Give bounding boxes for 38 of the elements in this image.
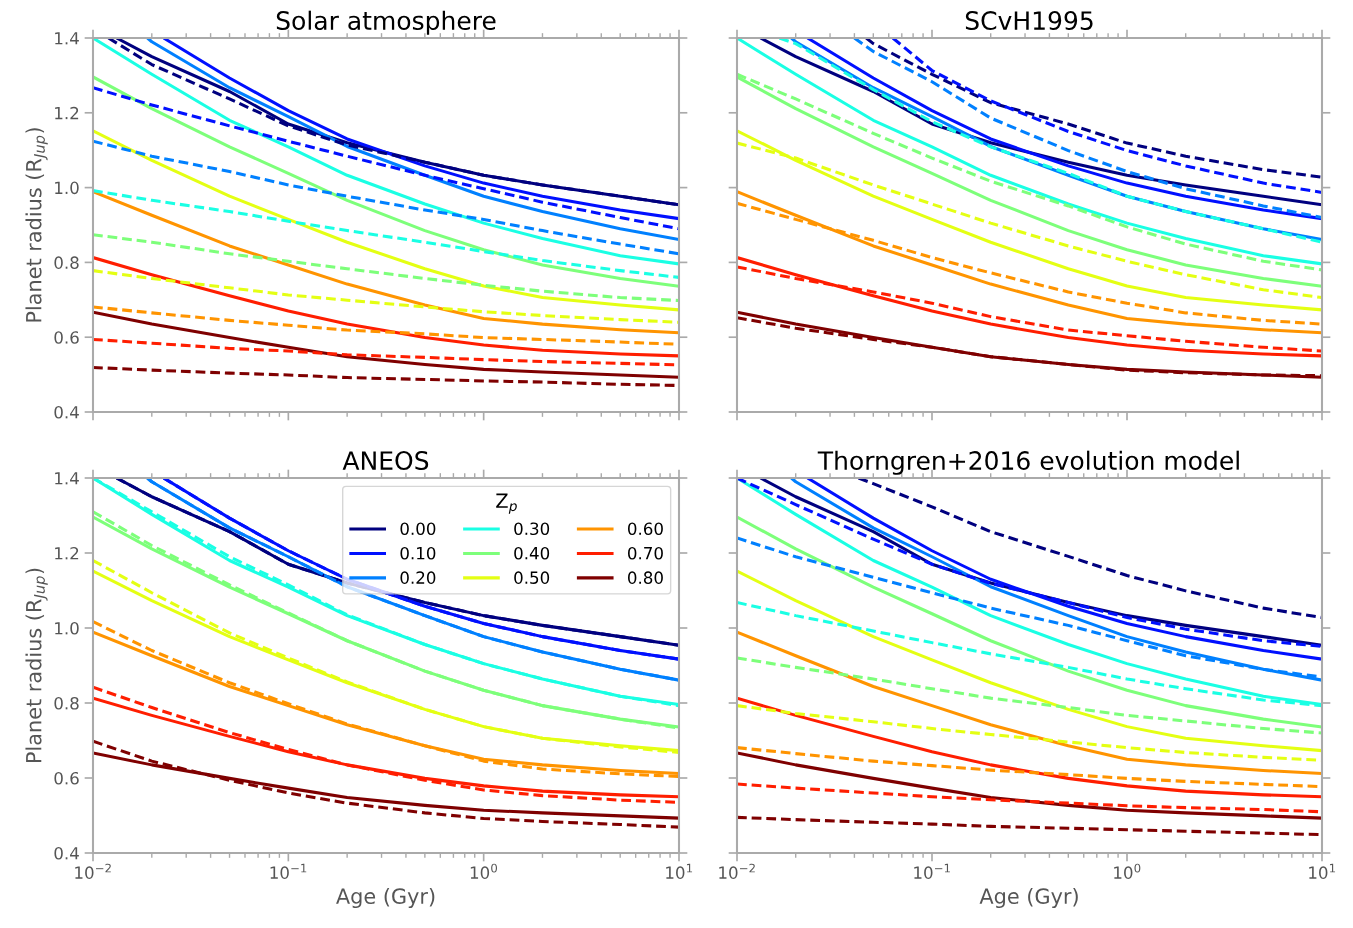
x-tick-label: 10$^{1}$ [666,863,693,879]
chart-title: SCvH1995 [965,11,1093,31]
legend-label: 0.20 [400,571,436,584]
legend-label: 0.70 [627,546,663,560]
y-tick-label: 1.4 [55,32,79,45]
y-tick-label: 1.2 [55,106,79,120]
legend-label: 0.00 [400,522,436,536]
y-tick-label: 0.4 [54,405,79,419]
legend-label: 0.30 [514,522,550,536]
x-axis-title: Age (Gyr) [979,887,1078,909]
y-tick-label: 0.6 [54,331,79,344]
y-tick-label: 1.2 [55,546,79,560]
y-tick-label: 1.0 [55,181,79,195]
legend-label: 0.10 [400,546,436,560]
y-axis-title: Planet radius (R$_{Jup}$) [25,568,48,763]
legend-label: 0.40 [514,546,550,560]
legend-label: 0.50 [514,571,550,584]
y-tick-label: 0.6 [54,771,79,785]
x-tick-label: 10$^{−1}$ [270,863,307,879]
x-tick-label: 10$^{0}$ [1114,863,1141,879]
y-tick-label: 1.0 [55,621,79,635]
y-axis-title: Planet radius (R$_{Jup}$) [25,128,48,322]
x-tick-label: 10$^{−2}$ [719,863,755,879]
y-tick-label: 0.8 [54,256,79,269]
chart-title: ANEOS [342,451,429,471]
y-tick-label: 1.4 [55,472,79,485]
x-tick-label: 10$^{0}$ [470,863,498,879]
legend-label: 0.60 [627,522,663,536]
chart-title: Solar atmosphere [276,10,496,35]
y-tick-label: 0.4 [54,846,79,860]
x-tick-label: 10$^{−2}$ [75,863,111,879]
legend-label: 0.80 [627,571,663,584]
x-tick-label: 10$^{1}$ [1309,863,1336,879]
x-tick-label: 10$^{−1}$ [914,863,950,879]
chart-title: Thorngren+2016 evolution model [817,450,1239,475]
y-tick-label: 0.8 [54,696,79,710]
legend-title: Z$_{p}$ [496,493,517,514]
x-axis-title: Age (Gyr) [336,887,435,909]
